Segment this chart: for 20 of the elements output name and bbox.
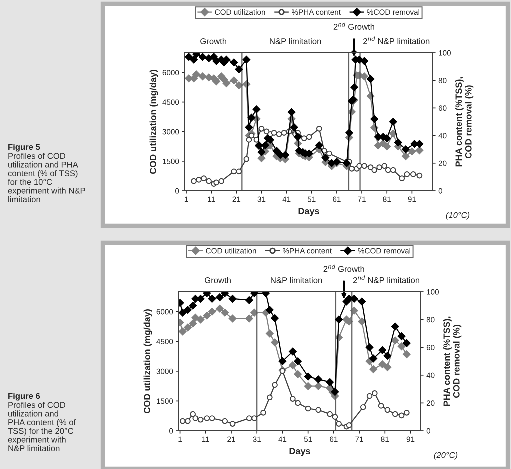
caption: Figure 6 xyxy=(8,393,40,401)
text: Growth xyxy=(200,38,226,44)
x-axis-title: Days xyxy=(290,448,310,456)
text: Growth xyxy=(205,277,231,284)
text: N&P limitation xyxy=(270,38,322,44)
text: 2$^{nd}$ N&P limitation xyxy=(364,36,430,44)
y2-axis-title: PHA content (%TSS), COD removal (%) xyxy=(443,316,462,406)
annotation: 2$^{nd}$ Growth xyxy=(324,264,364,272)
annotation: 2$^{nd}$ Growth xyxy=(334,22,374,30)
y-axis-title: COD utilization (mg/day) xyxy=(144,310,152,414)
text: 2$^{nd}$ N&P limitation xyxy=(353,276,420,284)
text: N&P limitation xyxy=(271,277,322,284)
x-axis-title: Days xyxy=(298,208,320,216)
caption: Figure 5 xyxy=(8,144,40,152)
y-axis-title: COD utilization (mg/day) xyxy=(150,70,158,174)
text: Profiles of COD utilization and PHA content (% of TSS) for the 10°C experiment with N&P limitation xyxy=(8,153,86,202)
text: Profiles of COD utilization and PHA content (% of TSS) for the 20°C experiment with N&P limitation xyxy=(8,402,76,452)
text: (20°C) xyxy=(434,452,458,460)
text: (10°C) xyxy=(446,212,470,220)
y2-axis-title: PHA content (%TSS), COD removal (%) xyxy=(455,77,474,167)
